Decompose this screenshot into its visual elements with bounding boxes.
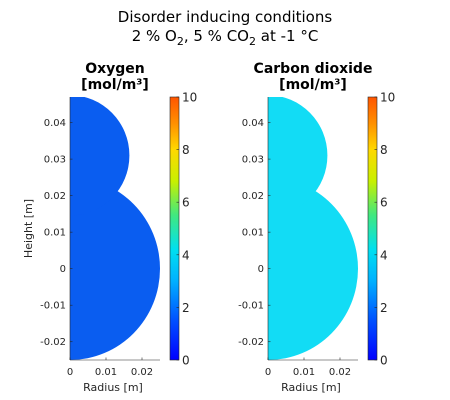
carbon-dioxide-colorbar-tick-label: 8 [380, 143, 388, 157]
carbon-dioxide-lower-body [268, 177, 358, 360]
oxygen-xlabel: Radius [m] [83, 381, 143, 394]
figure-title-line2: 2 % O2, 5 % CO2 at -1 °C [132, 27, 319, 48]
oxygen-ytick-label: -0.02 [40, 337, 66, 348]
carbon-dioxide-panel: Carbon dioxide[mol/m³] -0.02 -0.01 0 0.01 0.0… [238, 61, 395, 394]
oxygen-xtick-label: 0.01 [95, 367, 117, 378]
carbon-dioxide-ytick-label: 0 [258, 264, 264, 275]
carbon-dioxide-ytick-label: -0.01 [238, 301, 264, 312]
oxygen-colorbar [169, 96, 180, 361]
oxygen-lower-body [70, 177, 160, 360]
oxygen-upper-body [70, 97, 130, 216]
co2-label: , 5 % CO [184, 27, 249, 45]
oxygen-ytick-label: 0.02 [44, 191, 66, 202]
oxygen-colorbar-tick-label: 2 [182, 301, 190, 315]
carbon-dioxide-xtick-label: 0 [265, 367, 271, 378]
oxygen-colorbar-tick-label: 6 [182, 196, 190, 210]
oxygen-colorbar-tick-label: 0 [182, 354, 190, 368]
oxygen-ytick-label: 0 [60, 264, 66, 275]
carbon-dioxide-ytick-label: 0.01 [242, 228, 264, 239]
oxygen-colorbar-tick-label: 10 [182, 91, 197, 105]
temperature-label: at -1 °C [256, 27, 318, 45]
carbon-dioxide-xlabel: Radius [m] [281, 381, 341, 394]
figure-title-line1: Disorder inducing conditions [118, 8, 333, 26]
carbon-dioxide-xtick-label: 0.02 [329, 367, 351, 378]
carbon-dioxide-colorbar-tick-label: 10 [380, 91, 395, 105]
carbon-dioxide-xtick-label: 0.01 [293, 367, 315, 378]
carbon-dioxide-ytick-label: 0.02 [242, 191, 264, 202]
carbon-dioxide-colorbar-tick-label: 4 [380, 248, 388, 262]
oxygen-ylabel: Height [m] [22, 199, 35, 258]
oxygen-field [70, 97, 160, 360]
carbon-dioxide-title: Carbon dioxide [254, 61, 373, 77]
oxygen-ytick-label: 0.01 [44, 228, 66, 239]
carbon-dioxide-colorbar-tick-label: 6 [380, 196, 388, 210]
carbon-dioxide-unit-label: [mol/m³] [279, 77, 347, 93]
carbon-dioxide-ytick-label: 0.04 [242, 118, 264, 129]
carbon-dioxide-colorbar-tick-label: 0 [380, 354, 388, 368]
oxygen-colorbar-tick-label: 8 [182, 143, 190, 157]
oxygen-xtick-label: 0 [67, 367, 73, 378]
o2-label: 2 % O [132, 27, 177, 45]
o2-subscript: 2 [177, 35, 184, 48]
oxygen-title: Oxygen [85, 61, 145, 77]
oxygen-panel: Oxygen[mol/m³] -0.02 -0.01 0 0.01 0.02 0.03 0.0… [22, 61, 197, 394]
carbon-dioxide-colorbar [367, 96, 378, 361]
carbon-dioxide-ytick-label: 0.03 [242, 155, 264, 166]
oxygen-ytick-label: 0.04 [44, 118, 66, 129]
oxygen-ytick-label: -0.01 [40, 301, 66, 312]
co2-subscript: 2 [249, 35, 256, 48]
carbon-dioxide-field [268, 97, 358, 360]
oxygen-ytick-label: 0.03 [44, 155, 66, 166]
oxygen-colorbar-tick-label: 4 [182, 248, 190, 262]
carbon-dioxide-colorbar-tick-label: 2 [380, 301, 388, 315]
carbon-dioxide-upper-body [268, 97, 328, 216]
oxygen-unit-label: [mol/m³] [81, 77, 149, 93]
carbon-dioxide-ytick-label: -0.02 [238, 337, 264, 348]
oxygen-xtick-label: 0.02 [131, 367, 153, 378]
